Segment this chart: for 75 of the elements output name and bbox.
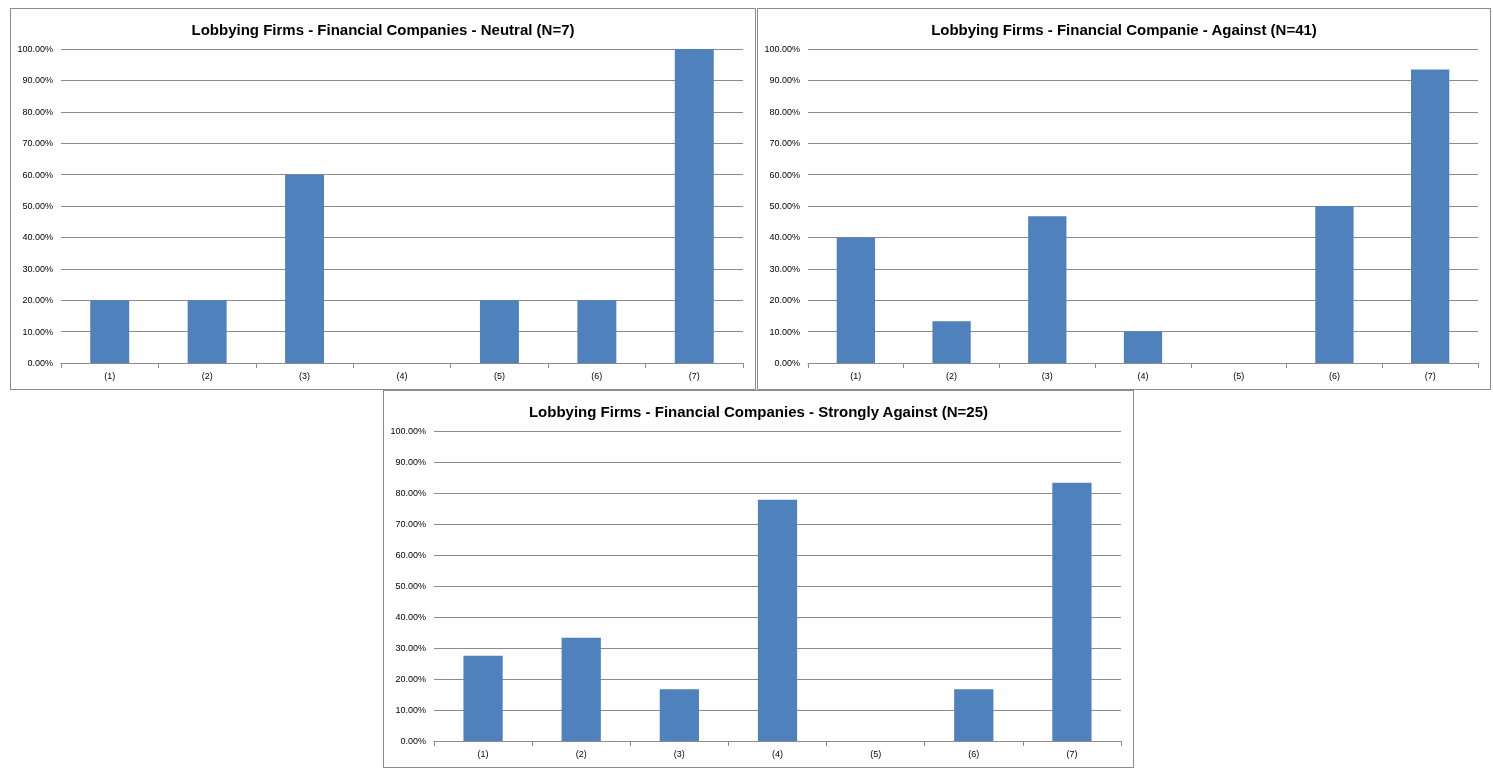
y-tick-label: 80.00% (22, 106, 53, 117)
y-tick-label: 60.00% (395, 550, 426, 560)
bar (1052, 482, 1092, 741)
x-tick-label: (7) (1424, 370, 1436, 381)
y-tick-label: 0.00% (400, 736, 426, 746)
bar (479, 300, 519, 363)
y-tick-label: 20.00% (769, 295, 800, 306)
y-tick-label: 100.00% (17, 44, 53, 54)
y-tick-label: 0.00% (27, 358, 53, 368)
y-tick-label: 20.00% (395, 674, 426, 684)
y-tick-label: 90.00% (769, 75, 800, 86)
x-tick-label: (1) (850, 370, 862, 381)
x-tick-label: (6) (968, 748, 980, 759)
y-tick-label: 70.00% (22, 138, 53, 149)
x-tick-label: (5) (1233, 370, 1245, 381)
bar (1315, 206, 1354, 363)
chart-title: Lobbying Firms - Financial Companie - Against (N=41) (931, 21, 1317, 38)
bar (90, 300, 130, 363)
y-tick-label: 70.00% (395, 519, 426, 529)
bar (757, 499, 798, 741)
x-tick-label: (7) (1066, 748, 1078, 759)
y-tick-label: 40.00% (769, 232, 800, 243)
y-tick-label: 30.00% (22, 263, 53, 274)
x-tick-label: (7) (688, 370, 700, 381)
y-tick-label: 0.00% (774, 358, 800, 368)
y-tick-label: 50.00% (22, 201, 53, 211)
x-tick-label: (2) (201, 370, 213, 381)
x-tick-label: (4) (1137, 370, 1149, 381)
bar (561, 637, 601, 741)
bar (954, 689, 994, 741)
x-tick-label: (2) (946, 370, 958, 381)
bar (674, 49, 714, 363)
y-tick-label: 40.00% (22, 232, 53, 243)
y-tick-label: 100.00% (764, 44, 800, 54)
y-tick-label: 90.00% (395, 457, 426, 467)
x-tick-label: (3) (673, 748, 685, 759)
y-tick-label: 70.00% (769, 138, 800, 149)
bar (187, 300, 227, 363)
x-tick-label: (6) (591, 370, 603, 381)
x-tick-label: (3) (1041, 370, 1053, 381)
x-tick-label: (6) (1328, 370, 1340, 381)
bar (577, 300, 617, 363)
x-tick-label: (4) (772, 748, 783, 759)
bar (1028, 216, 1067, 363)
y-tick-label: 80.00% (395, 488, 426, 498)
bar (1123, 331, 1163, 363)
x-tick-label: (3) (299, 370, 311, 381)
x-tick-label: (5) (870, 748, 882, 759)
x-tick-label: (5) (493, 370, 505, 381)
bar (836, 237, 875, 363)
x-tick-label: (2) (575, 748, 587, 759)
y-tick-label: 30.00% (395, 643, 426, 653)
y-tick-label: 10.00% (395, 705, 426, 715)
bar (285, 174, 325, 363)
y-tick-label: 50.00% (769, 201, 800, 211)
y-tick-label: 80.00% (769, 106, 800, 117)
bar (1411, 69, 1450, 363)
x-tick-label: (4) (396, 370, 408, 381)
y-tick-label: 50.00% (395, 581, 426, 591)
y-tick-label: 90.00% (22, 75, 53, 86)
x-tick-label: (1) (104, 370, 116, 381)
y-tick-label: 10.00% (769, 326, 800, 337)
chart-title: Lobbying Firms - Financial Companies - Neutral (N=7) (191, 21, 575, 38)
y-tick-label: 40.00% (395, 612, 426, 622)
chart-title: Lobbying Firms - Financial Companies - Strongly Against (N=25) (528, 403, 989, 420)
bar (463, 655, 503, 741)
y-tick-label: 100.00% (390, 426, 426, 436)
bar (932, 321, 971, 363)
y-tick-label: 20.00% (22, 295, 53, 306)
y-tick-label: 60.00% (22, 169, 53, 180)
y-tick-label: 10.00% (22, 326, 53, 337)
bar (659, 689, 699, 741)
y-tick-label: 30.00% (769, 263, 800, 274)
y-tick-label: 60.00% (769, 169, 800, 180)
x-tick-label: (1) (477, 748, 489, 759)
